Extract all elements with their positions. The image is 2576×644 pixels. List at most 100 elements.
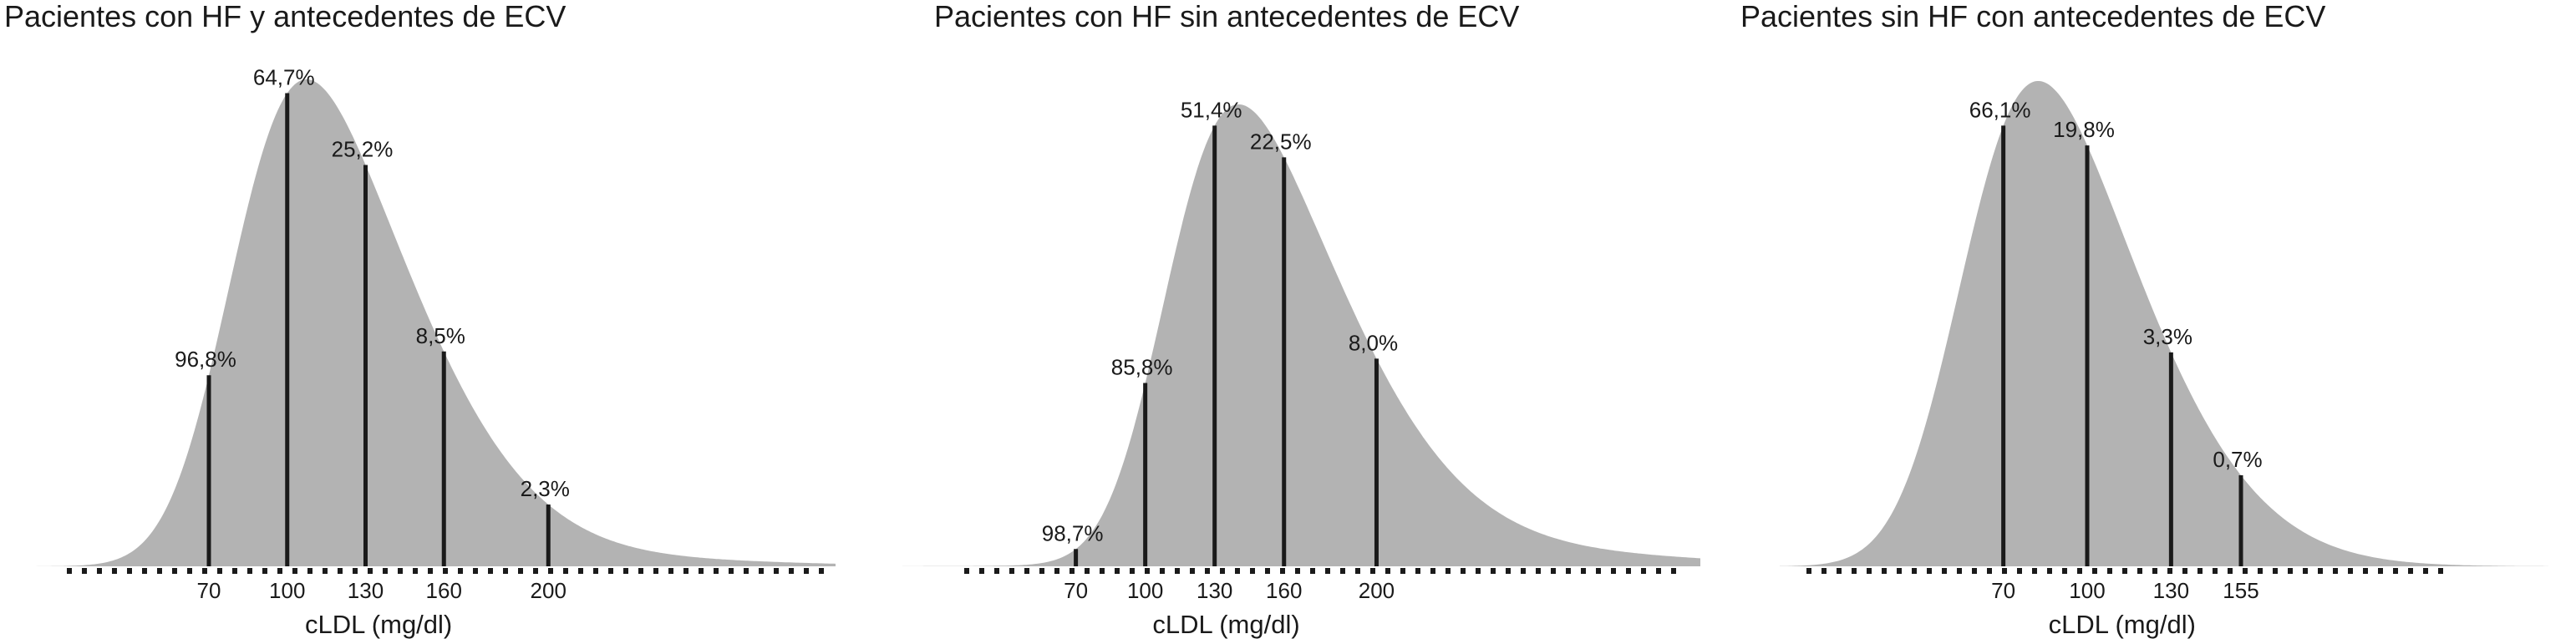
chart-panel-3: 66,1% 19,8% 3,3% 0,7% 70 100 130 155 cLDL (mg/dl… bbox=[1740, 0, 2548, 639]
axis-dot bbox=[638, 568, 643, 574]
axis-dot bbox=[1461, 568, 1466, 574]
axis-dot bbox=[759, 568, 764, 574]
axis-dot bbox=[97, 568, 102, 574]
axis-dot bbox=[1671, 568, 1676, 574]
axis-dot bbox=[548, 568, 553, 574]
axis-dot bbox=[217, 568, 222, 574]
axis-dot bbox=[1160, 568, 1165, 574]
axis-dot bbox=[398, 568, 403, 574]
axis-dot bbox=[1430, 568, 1435, 574]
axis-dot bbox=[1942, 568, 1947, 574]
tick-label-155: 155 bbox=[2223, 578, 2258, 603]
axis-dot bbox=[1867, 568, 1872, 574]
axis-dot bbox=[1130, 568, 1135, 574]
axis-dot bbox=[1551, 568, 1556, 574]
axis-dot bbox=[2423, 568, 2428, 574]
axis-dot bbox=[994, 568, 999, 574]
axis-dot bbox=[1611, 568, 1616, 574]
axis-dot bbox=[1596, 568, 1601, 574]
axis-dot bbox=[2032, 568, 2037, 574]
axis-dot bbox=[608, 568, 613, 574]
axis-dot bbox=[2258, 568, 2263, 574]
axis-dot bbox=[1491, 568, 1496, 574]
marker-label-200: 8,0% bbox=[1349, 330, 1398, 355]
axis-dot bbox=[383, 568, 388, 574]
axis-dot bbox=[202, 568, 207, 574]
axis-dot bbox=[1295, 568, 1300, 574]
axis-dot bbox=[1220, 568, 1225, 574]
marker-label-160: 22,5% bbox=[1250, 129, 1312, 154]
axis-dot bbox=[247, 568, 252, 574]
axis-dot bbox=[127, 568, 132, 574]
axis-dot bbox=[1521, 568, 1526, 574]
axis-dot bbox=[1957, 568, 1962, 574]
axis-dot bbox=[1325, 568, 1330, 574]
axis-dot bbox=[2348, 568, 2353, 574]
axis-dot bbox=[1566, 568, 1571, 574]
axis-dot bbox=[1370, 568, 1375, 574]
axis-dot bbox=[112, 568, 117, 574]
axis-dot bbox=[2393, 568, 2398, 574]
axis-dots bbox=[964, 568, 1676, 574]
axis-dot bbox=[2017, 568, 2022, 574]
axis-dot bbox=[578, 568, 583, 574]
axis-dot bbox=[1656, 568, 1661, 574]
axis-dot bbox=[2152, 568, 2157, 574]
axis-dot bbox=[1024, 568, 1029, 574]
marker-label-130: 3,3% bbox=[2143, 324, 2192, 349]
x-axis-label: cLDL (mg/dl) bbox=[2049, 610, 2196, 639]
axis-dot bbox=[683, 568, 688, 574]
tick-label-200: 200 bbox=[1359, 578, 1395, 603]
x-axis-label: cLDL (mg/dl) bbox=[1152, 610, 1299, 639]
axis-dot bbox=[1205, 568, 1210, 574]
axis-dot bbox=[1852, 568, 1857, 574]
tick-label-70: 70 bbox=[1064, 578, 1088, 603]
axis-dot bbox=[1054, 568, 1059, 574]
axis-dot bbox=[292, 568, 297, 574]
chart-panel-2: 98,7% 85,8% 51,4% 22,5% 8,0% 70 100 130 160 200 cL… bbox=[902, 0, 1700, 639]
marker-label-200: 2,3% bbox=[521, 476, 570, 501]
axis-dot bbox=[2107, 568, 2112, 574]
axis-dot bbox=[2062, 568, 2067, 574]
axis-dot bbox=[1175, 568, 1180, 574]
axis-dot bbox=[533, 568, 538, 574]
axis-dot bbox=[1100, 568, 1105, 574]
axis-dot bbox=[1400, 568, 1405, 574]
axis-dot bbox=[1897, 568, 1902, 574]
axis-dot bbox=[338, 568, 343, 574]
axis-dot bbox=[172, 568, 177, 574]
x-axis-label: cLDL (mg/dl) bbox=[305, 610, 452, 639]
axis-dot bbox=[2273, 568, 2278, 574]
marker-label-130: 25,2% bbox=[332, 136, 394, 161]
axis-dot bbox=[2137, 568, 2142, 574]
axis-dot bbox=[2228, 568, 2233, 574]
axis-dot bbox=[2092, 568, 2097, 574]
axis-dot bbox=[157, 568, 162, 574]
axis-dot bbox=[2408, 568, 2413, 574]
axis-dot bbox=[458, 568, 463, 574]
tick-label-130: 130 bbox=[348, 578, 384, 603]
axis-dot bbox=[1265, 568, 1270, 574]
axis-dot bbox=[1385, 568, 1390, 574]
marker-label-70: 96,8% bbox=[175, 347, 236, 372]
axis-dot bbox=[1070, 568, 1075, 574]
axis-dot bbox=[1235, 568, 1240, 574]
axis-dot bbox=[699, 568, 704, 574]
axis-dot bbox=[2047, 568, 2052, 574]
axis-dot bbox=[82, 568, 87, 574]
tick-label-100: 100 bbox=[1127, 578, 1163, 603]
axis-dot bbox=[1085, 568, 1090, 574]
axis-dot bbox=[142, 568, 147, 574]
axis-dot bbox=[1190, 568, 1195, 574]
axis-dot bbox=[413, 568, 418, 574]
axis-dot bbox=[979, 568, 984, 574]
axis-dot bbox=[1536, 568, 1541, 574]
axis-dot bbox=[2378, 568, 2383, 574]
axis-dot bbox=[2288, 568, 2293, 574]
tick-label-70: 70 bbox=[197, 578, 221, 603]
axis-dot bbox=[2363, 568, 2368, 574]
axis-dot bbox=[1581, 568, 1586, 574]
axis-dot bbox=[2122, 568, 2127, 574]
